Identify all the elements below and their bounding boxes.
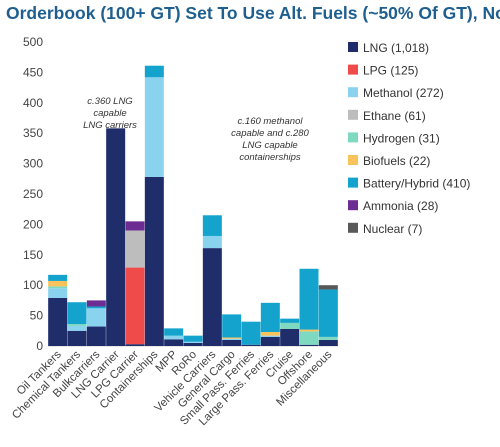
y-axis: 0 50 100 150 200 250 300 350 400 450 500 <box>23 35 338 353</box>
bar-segment <box>48 274 68 281</box>
legend-swatch <box>348 42 358 52</box>
y-tick-label: 400 <box>23 96 43 110</box>
legend-swatch <box>348 177 358 188</box>
bar-segment <box>260 332 280 336</box>
legend-label: Ethane (61) <box>363 109 426 123</box>
y-tick-label: 300 <box>23 157 43 171</box>
bar-segment <box>183 335 203 342</box>
bar-segment <box>222 338 242 340</box>
legend-label: Battery/Hybrid (410) <box>363 177 470 191</box>
bar-segment <box>48 280 68 287</box>
legend-swatch <box>348 87 358 98</box>
bar-segment <box>260 335 280 337</box>
bar-segment <box>260 302 280 333</box>
legend-label: LPG (125) <box>363 64 418 78</box>
y-tick-label: 450 <box>23 65 43 79</box>
bar-segment <box>318 336 338 340</box>
bar-segment <box>125 267 145 345</box>
y-tick-label: 200 <box>23 217 43 231</box>
bars-group <box>48 65 338 346</box>
y-tick-label: 100 <box>23 278 43 292</box>
legend-label: LNG (1,018) <box>363 41 429 55</box>
bar-segment <box>67 325 87 331</box>
annotation-text: LNG carriers <box>83 120 137 131</box>
legend-label: Ammonia (28) <box>363 199 438 213</box>
legend-label: Methanol (272) <box>363 86 444 100</box>
bar-segment <box>48 288 68 298</box>
bar-segment <box>144 176 164 346</box>
bar-segment <box>48 286 68 289</box>
legend-swatch <box>348 64 358 75</box>
bar-segment <box>86 308 106 327</box>
bar-segment <box>164 335 184 340</box>
legend-label: Hydrogen (31) <box>363 131 440 145</box>
bar-segment <box>106 128 126 346</box>
bar-segment <box>67 324 87 326</box>
bar-segment <box>86 306 106 309</box>
y-tick-label: 500 <box>23 35 43 49</box>
y-tick-label: 50 <box>30 309 44 323</box>
bar-segment <box>125 344 145 346</box>
bar-segment <box>164 328 184 336</box>
annotation-text: containerships <box>239 152 301 163</box>
bar-segment <box>202 235 222 249</box>
legend-swatch <box>348 222 358 233</box>
legend-swatch <box>348 155 358 165</box>
legend-label: Nuclear (7) <box>363 222 422 236</box>
legend: LNG (1,018) LPG (125) Methanol (272) Ethane… <box>348 41 470 236</box>
bar-segment <box>280 318 300 323</box>
legend-swatch <box>348 132 358 143</box>
y-tick-label: 250 <box>23 187 43 201</box>
bar-segment <box>222 314 242 338</box>
bar-segment <box>125 230 145 268</box>
bar-segment <box>67 330 87 346</box>
bar-segment <box>125 221 145 231</box>
bar-segment <box>202 215 222 236</box>
bar-segment <box>202 248 222 346</box>
bar-segment <box>318 339 338 346</box>
bar-segment <box>299 268 319 330</box>
bar-segment <box>241 321 261 345</box>
bar-segment <box>299 329 319 332</box>
bar-segment <box>241 344 261 346</box>
y-tick-label: 350 <box>23 126 43 140</box>
bar-segment <box>48 297 68 346</box>
bar-segment <box>67 302 87 325</box>
y-tick-label: 0 <box>36 339 43 353</box>
legend-swatch <box>348 200 358 211</box>
bar-segment <box>183 342 203 346</box>
annotation-text: capable <box>93 108 126 119</box>
bar-segment <box>183 341 203 343</box>
annotation-text: LNG capable <box>242 140 297 151</box>
bar-segment <box>144 77 164 177</box>
bar-segment <box>86 326 106 346</box>
y-tick-label: 150 <box>23 248 43 262</box>
annotation-text: c.160 methanol <box>238 116 304 127</box>
bar-segment <box>222 337 242 339</box>
bar-segment <box>260 336 280 346</box>
bar-segment <box>299 344 319 346</box>
bar-segment <box>222 339 242 346</box>
bar-segment <box>318 285 338 290</box>
bar-segment <box>144 65 164 78</box>
legend-swatch <box>348 109 358 120</box>
chart-title: Orderbook (100+ GT) Set To Use Alt. Fuel… <box>6 3 500 23</box>
legend-label: Biofuels (22) <box>363 154 430 168</box>
bar-segment <box>280 322 300 329</box>
bar-segment <box>164 339 184 346</box>
annotation-text: c.360 LNG <box>87 96 132 107</box>
bar-segment <box>280 328 300 346</box>
bar-segment <box>86 300 106 307</box>
bar-segment <box>318 289 338 337</box>
annotation-text: capable and c.280 <box>231 128 309 139</box>
bar-segment <box>299 331 319 345</box>
